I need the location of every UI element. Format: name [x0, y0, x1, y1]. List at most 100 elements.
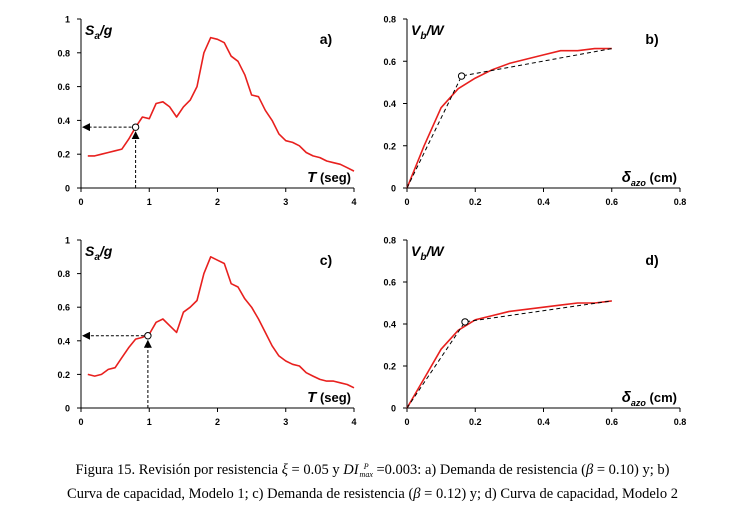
x-axis-label-sub-b: azo — [631, 178, 647, 188]
x-tick-label-d: 0.6 — [605, 417, 618, 427]
x-tick-label-d: 0.4 — [537, 417, 550, 427]
x-tick-label-b: 0.4 — [537, 197, 550, 207]
y-axis-label-main-d: V — [411, 243, 422, 259]
y-axis-label-c: Sa/g — [85, 243, 113, 263]
y-axis-label-sub-b: b — [420, 31, 426, 42]
y-tick-label-c: 1 — [65, 236, 70, 246]
y-axis-label-sub-a: a — [94, 31, 100, 42]
x-axis-label-unit-d: (cm) — [646, 390, 677, 405]
x-tick-label-b: 0 — [404, 197, 409, 207]
caption-text-1d: = 0.10) y; b) — [593, 462, 670, 478]
point-marker-b — [457, 72, 466, 80]
y-axis-label-b: Vb/W — [411, 22, 445, 42]
caption-xi-symbol: ξ — [281, 462, 288, 478]
x-tick-label-b: 0.6 — [605, 197, 618, 207]
caption-text-1a: Figura 15. Revisión por resistencia — [75, 462, 282, 478]
x-tick-label-d: 0 — [404, 417, 409, 427]
x-tick-label-d: 0.2 — [469, 417, 482, 427]
caption-di-symbol: DI — [343, 462, 359, 478]
y-tick-label-c: 0 — [65, 404, 70, 414]
y-axis-label-main-a: S — [85, 22, 95, 38]
chart-a: 0 1 2 3 4 0 0.2 0.4 0.6 0.8 1 Sa/g a) T (seg) — [57, 15, 356, 208]
y-tick-label-a: 0 — [65, 184, 70, 194]
x-axis-label-unit-b: (cm) — [646, 170, 677, 185]
caption-di-sup: P — [363, 461, 369, 471]
y-tick-label-c: 0.8 — [57, 269, 70, 279]
chart-c: 0 1 2 3 4 0 0.2 0.4 0.6 0.8 1 Sa/g c) T (seg) — [57, 236, 356, 428]
y-tick-label-b: 0.6 — [383, 57, 396, 67]
caption-text-1b: = 0.05 y — [287, 462, 344, 478]
x-tick-label-c: 3 — [283, 417, 288, 427]
y-tick-label-a: 0.2 — [57, 150, 70, 160]
y-tick-label-a: 0.8 — [57, 48, 70, 58]
y-tick-label-b: 0.2 — [383, 141, 396, 151]
x-tick-label-c: 4 — [351, 417, 356, 427]
y-axis-label-sub-c: a — [94, 252, 100, 263]
x-tick-label-a: 1 — [147, 197, 152, 207]
x-axis-label-unit-a: (seg) — [316, 170, 351, 185]
y-tick-label-d: 0 — [391, 404, 396, 414]
x-tick-label-c: 0 — [78, 417, 83, 427]
y-tick-label-c: 0.4 — [57, 336, 70, 346]
y-tick-label-a: 0.6 — [57, 82, 70, 92]
x-axis-label-main-b: δ — [622, 169, 632, 186]
x-tick-label-a: 3 — [283, 197, 288, 207]
x-tick-label-a: 0 — [78, 197, 83, 207]
x-tick-label-d: 0.8 — [674, 417, 687, 427]
x-tick-label-b: 0.8 — [674, 197, 687, 207]
y-axis-label-tail-b: /W — [425, 22, 445, 38]
caption-beta-symbol-1: β — [586, 462, 594, 478]
caption-text-1c: =0.003: a) Demanda de resistencia ( — [372, 462, 587, 478]
y-tick-label-a: 0.4 — [57, 116, 70, 126]
y-axis-label-a: Sa/g — [85, 22, 113, 42]
series-capacidad-b — [406, 47, 612, 189]
y-axis-label-sub-d: b — [420, 252, 426, 263]
y-tick-label-d: 0.2 — [383, 362, 396, 372]
x-axis-label-d: δazo (cm) — [622, 389, 677, 408]
chart-b: 0 0.2 0.4 0.6 0.8 0 0.2 0.4 0.6 0.8 Vb/W b) δazo (cm… — [383, 15, 686, 208]
y-axis-label-main-c: S — [85, 243, 95, 259]
x-tick-label-c: 2 — [215, 417, 220, 427]
point-marker-a — [131, 123, 140, 131]
point-marker-c — [144, 332, 152, 340]
figure-caption-line-1: Figura 15. Revisión por resistencia ξ = … — [0, 459, 745, 482]
x-axis-label-unit-c: (seg) — [316, 390, 351, 405]
x-tick-label-a: 2 — [215, 197, 220, 207]
panel-label-c: c) — [320, 252, 332, 268]
caption-di-sub: max — [359, 469, 373, 479]
x-axis-label-sub-d: azo — [631, 398, 647, 408]
caption-text-2a: Curva de capacidad, Modelo 1; c) Demanda… — [67, 486, 414, 502]
y-tick-label-d: 0.6 — [383, 278, 396, 288]
y-tick-label-c: 0.2 — [57, 370, 70, 380]
y-tick-label-c: 0.6 — [57, 303, 70, 313]
caption-text-2b: = 0.12) y; d) Curva de capacidad, Modelo… — [420, 486, 678, 502]
x-axis-label-main-a: T — [307, 169, 318, 186]
y-tick-label-b: 0.4 — [383, 99, 396, 109]
panel-label-a: a) — [320, 31, 332, 47]
y-tick-label-d: 0.4 — [383, 320, 396, 330]
y-tick-label-d: 0.8 — [383, 236, 396, 246]
series-espectro-c — [87, 255, 355, 389]
panel-label-d: d) — [645, 252, 658, 268]
y-axis-label-tail-c: /g — [99, 243, 113, 259]
y-axis-label-main-b: V — [411, 22, 422, 38]
panel-label-b: b) — [645, 31, 658, 47]
x-axis-label-b: δazo (cm) — [622, 169, 677, 188]
y-tick-label-b: 0 — [391, 184, 396, 194]
x-axis-label-a: T (seg) — [307, 169, 351, 186]
series-capacidad-d — [406, 300, 612, 409]
caption-beta-symbol-2: β — [413, 486, 421, 502]
point-marker-d — [461, 318, 469, 326]
y-axis-label-d: Vb/W — [411, 243, 445, 263]
x-tick-label-c: 1 — [147, 417, 152, 427]
figure-caption-line-2: Curva de capacidad, Modelo 1; c) Demanda… — [0, 483, 745, 506]
x-axis-label-main-d: δ — [622, 389, 632, 406]
y-axis-label-tail-d: /W — [425, 243, 445, 259]
y-axis-label-tail-a: /g — [99, 22, 113, 38]
x-tick-label-b: 0.2 — [469, 197, 482, 207]
series-espectro-a — [87, 36, 355, 172]
x-tick-label-a: 4 — [351, 197, 356, 207]
x-axis-label-main-c: T — [307, 389, 318, 406]
